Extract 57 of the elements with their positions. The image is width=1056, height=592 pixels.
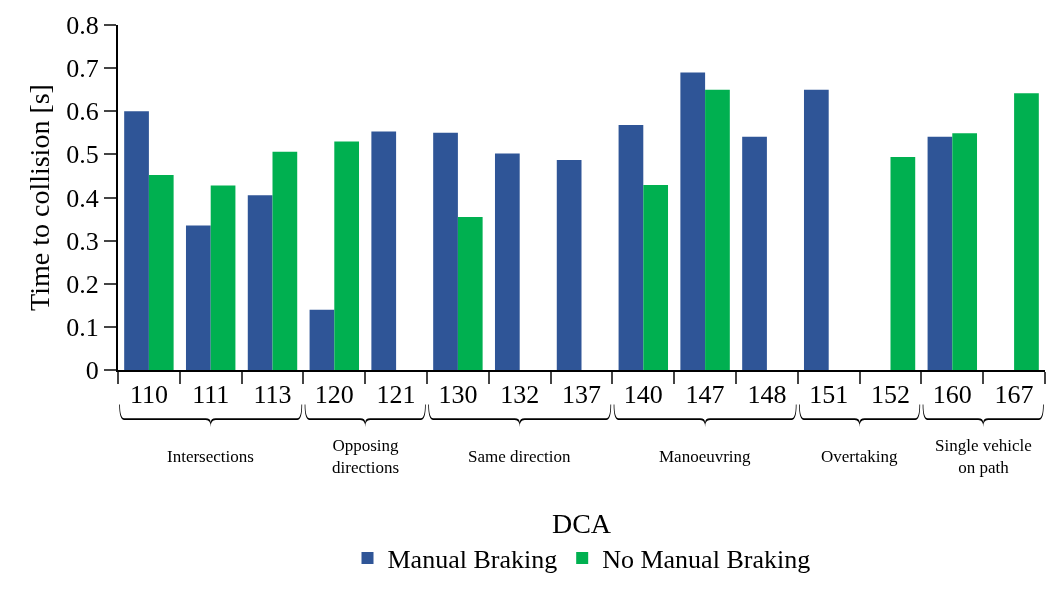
y-tick-label: 0.3 bbox=[66, 226, 99, 256]
text: Opposing directions bbox=[332, 436, 400, 478]
text: Manoeuvring bbox=[659, 447, 752, 466]
x-tick-label: 151 bbox=[809, 380, 849, 410]
x-tick-label: 147 bbox=[685, 380, 725, 410]
bar bbox=[309, 309, 335, 370]
bar bbox=[334, 141, 360, 370]
text: Intersections bbox=[167, 447, 254, 466]
y-tick-label: 0.6 bbox=[66, 97, 99, 127]
bar bbox=[952, 133, 978, 370]
y-tick-label: 0 bbox=[85, 356, 99, 386]
bar bbox=[433, 132, 458, 370]
bar bbox=[457, 216, 483, 370]
bar bbox=[272, 151, 298, 370]
bar bbox=[371, 131, 397, 370]
bar bbox=[618, 125, 644, 370]
bar bbox=[494, 153, 520, 370]
y-axis-title: Time to collision [s] bbox=[24, 84, 56, 311]
y-tick-label: 0.1 bbox=[66, 312, 99, 342]
x-tick-label: 132 bbox=[500, 380, 540, 410]
x-tick-label: 167 bbox=[994, 380, 1034, 410]
bar bbox=[890, 156, 916, 370]
bar bbox=[680, 72, 706, 370]
text: Single vehicle on path bbox=[935, 436, 1032, 478]
bar bbox=[705, 89, 730, 370]
x-tick-label: 130 bbox=[438, 380, 478, 410]
x-tick-label: 148 bbox=[747, 380, 787, 410]
bar bbox=[1014, 93, 1039, 370]
bar bbox=[742, 136, 767, 370]
bar bbox=[124, 111, 149, 370]
text: Overtaking bbox=[821, 447, 898, 466]
bar bbox=[210, 185, 236, 370]
y-tick-label: 0.4 bbox=[66, 183, 99, 213]
x-tick-label: 110 bbox=[129, 380, 168, 410]
y-tick-label: 0.5 bbox=[66, 140, 99, 170]
x-tick-label: 152 bbox=[871, 380, 910, 410]
text: Same direction bbox=[468, 447, 571, 466]
x-tick-label: 121 bbox=[376, 380, 416, 410]
y-tick-label: 0.8 bbox=[66, 11, 99, 41]
bar bbox=[185, 225, 211, 370]
legend-label: Manual Braking bbox=[387, 545, 558, 575]
x-tick-label: 111 bbox=[192, 380, 230, 410]
bar bbox=[643, 184, 669, 370]
bar bbox=[247, 195, 273, 370]
x-tick-label: 160 bbox=[932, 380, 972, 410]
x-tick-label: 137 bbox=[562, 380, 601, 410]
bar bbox=[556, 159, 582, 370]
x-tick-label: 120 bbox=[314, 380, 354, 410]
x-tick-label: 113 bbox=[253, 380, 292, 410]
x-tick-label: 140 bbox=[623, 380, 663, 410]
legend-label: No Manual Braking bbox=[602, 545, 811, 575]
bar bbox=[148, 175, 174, 370]
bar bbox=[927, 136, 953, 370]
y-tick-label: 0.7 bbox=[66, 54, 99, 84]
bar bbox=[803, 89, 829, 370]
x-axis-title: DCA bbox=[551, 507, 612, 539]
y-tick-label: 0.2 bbox=[66, 269, 99, 299]
